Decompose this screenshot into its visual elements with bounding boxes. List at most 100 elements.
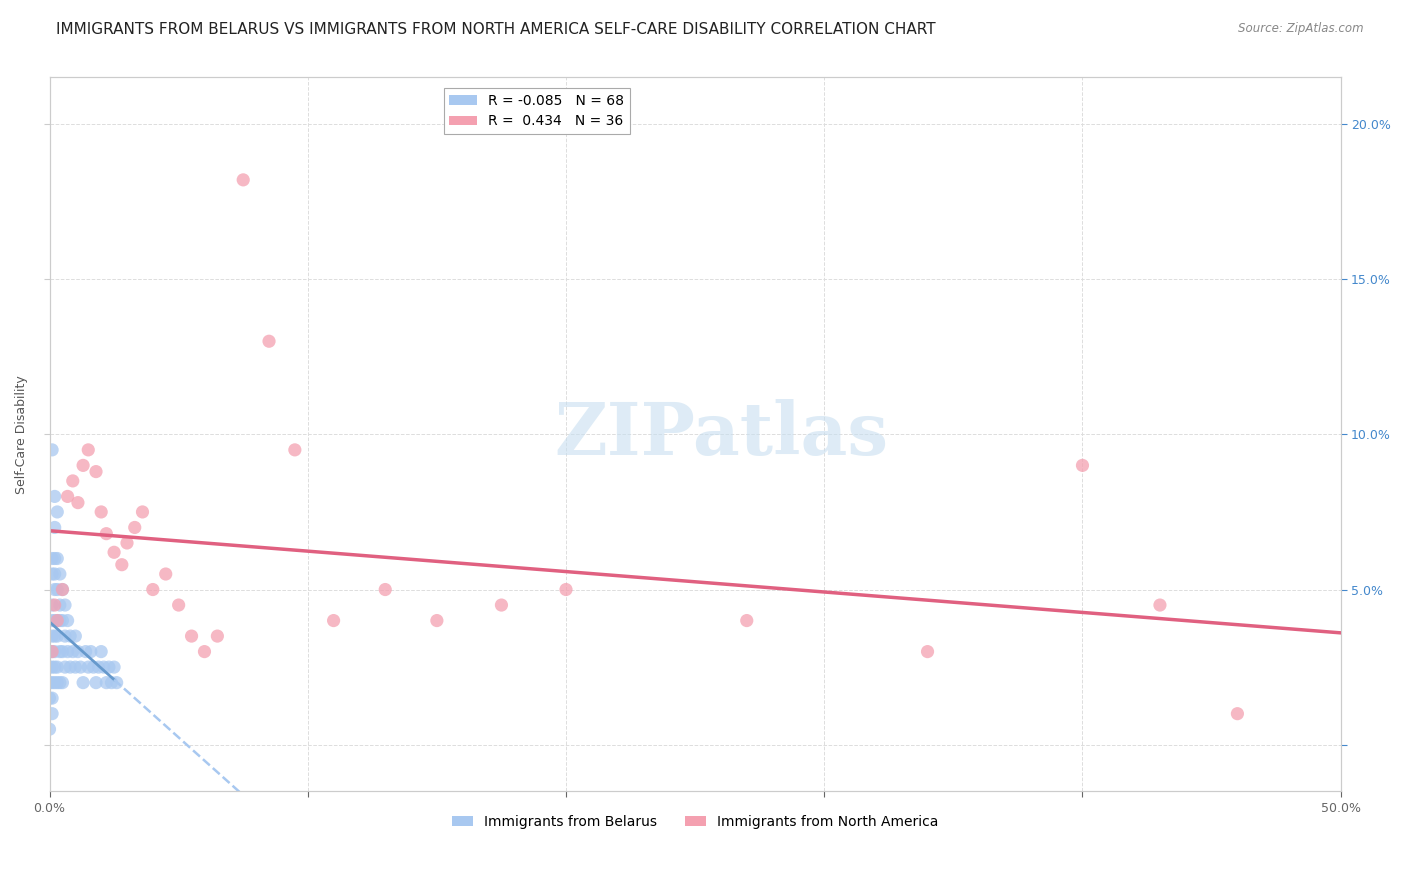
Point [46, 582, 69, 597]
Point [96, 526, 118, 541]
Point [53, 629, 76, 643]
Point [51, 644, 73, 658]
Point [44, 582, 66, 597]
Point [65, 629, 87, 643]
Point [62, 644, 84, 658]
Point [41, 644, 63, 658]
Point [167, 598, 190, 612]
Point [96, 675, 118, 690]
Point [80, 644, 103, 658]
Point [41, 644, 63, 658]
Point [46, 660, 69, 674]
Point [115, 536, 138, 550]
Point [322, 614, 344, 628]
Point [44, 660, 66, 674]
Point [51, 675, 73, 690]
Point [90, 644, 112, 658]
Point [41, 706, 63, 721]
Point [44, 675, 66, 690]
Point [59, 660, 82, 674]
Point [374, 582, 396, 597]
Point [77, 442, 100, 457]
Point [44, 490, 66, 504]
Point [46, 505, 69, 519]
Point [87, 660, 110, 674]
Point [75, 644, 97, 658]
Point [49, 598, 72, 612]
Point [49, 614, 72, 628]
Point [65, 660, 87, 674]
Point [193, 644, 215, 658]
Point [66, 644, 89, 658]
Point [41, 598, 63, 612]
Legend: Immigrants from Belarus, Immigrants from North America: Immigrants from Belarus, Immigrants from… [447, 809, 943, 834]
Text: ZIPatlas: ZIPatlas [554, 399, 889, 470]
Point [257, 334, 280, 349]
Point [41, 614, 63, 628]
Point [105, 675, 128, 690]
Point [41, 629, 63, 643]
Point [103, 545, 125, 559]
Point [44, 614, 66, 628]
Point [82, 660, 104, 674]
Point [49, 567, 72, 582]
Text: IMMIGRANTS FROM BELARUS VS IMMIGRANTS FROM NORTH AMERICA SELF-CARE DISABILITY CO: IMMIGRANTS FROM BELARUS VS IMMIGRANTS FR… [56, 22, 936, 37]
Point [1226, 706, 1249, 721]
Point [103, 660, 125, 674]
Point [56, 490, 79, 504]
Point [124, 520, 146, 534]
Point [41, 567, 63, 582]
Point [284, 442, 307, 457]
Point [38, 691, 60, 706]
Point [44, 551, 66, 566]
Point [93, 660, 115, 674]
Point [131, 505, 153, 519]
Point [555, 582, 578, 597]
Point [46, 614, 69, 628]
Point [59, 629, 82, 643]
Point [72, 458, 94, 473]
Point [491, 598, 513, 612]
Point [69, 660, 91, 674]
Point [53, 598, 76, 612]
Point [46, 614, 69, 628]
Point [41, 691, 63, 706]
Point [51, 582, 73, 597]
Point [46, 629, 69, 643]
Point [49, 644, 72, 658]
Text: Source: ZipAtlas.com: Source: ZipAtlas.com [1239, 22, 1364, 36]
Point [735, 614, 758, 628]
Point [100, 675, 122, 690]
Point [49, 675, 72, 690]
Point [44, 629, 66, 643]
Point [51, 582, 73, 597]
Point [53, 660, 76, 674]
Point [51, 614, 73, 628]
Point [44, 598, 66, 612]
Point [232, 173, 254, 187]
Point [38, 660, 60, 674]
Point [84, 465, 107, 479]
Point [72, 675, 94, 690]
Point [62, 474, 84, 488]
Point [46, 551, 69, 566]
Point [84, 675, 107, 690]
Point [56, 614, 79, 628]
Point [44, 567, 66, 582]
Point [77, 660, 100, 674]
Point [111, 558, 134, 572]
Point [41, 442, 63, 457]
Point [44, 520, 66, 534]
Point [917, 644, 939, 658]
Point [66, 495, 89, 509]
Point [41, 675, 63, 690]
Point [97, 660, 120, 674]
Point [41, 660, 63, 674]
Point [38, 675, 60, 690]
Point [426, 614, 449, 628]
Point [180, 629, 202, 643]
Point [207, 629, 229, 643]
Point [155, 567, 177, 582]
Point [1071, 458, 1094, 473]
Point [90, 505, 112, 519]
